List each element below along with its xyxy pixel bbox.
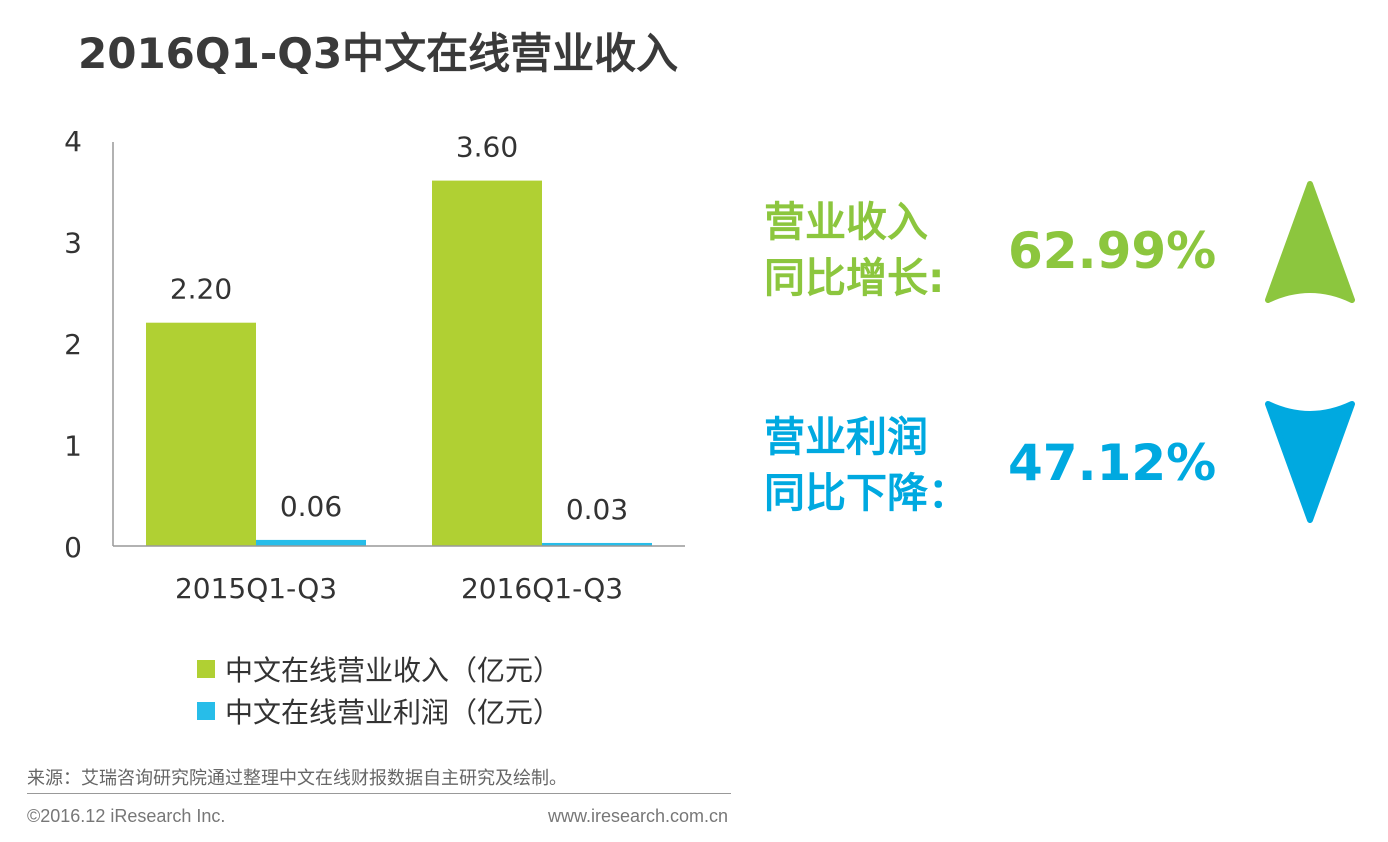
x-tick-label: 2016Q1-Q3: [461, 572, 623, 605]
legend-swatch-revenue: [197, 660, 215, 678]
up-arrow-icon: [1265, 181, 1355, 303]
y-tick-label: 4: [64, 125, 82, 158]
page-title: 2016Q1-Q3中文在线营业收入: [78, 29, 679, 78]
profit-label-line1: 营业利润: [764, 413, 928, 461]
footer-divider: [27, 793, 731, 794]
website-link[interactable]: www.iresearch.com.cn: [548, 806, 729, 826]
y-tick-label: 2: [64, 328, 82, 361]
revenue-growth-value: 62.99%: [1008, 222, 1217, 280]
y-tick-label: 0: [64, 531, 82, 564]
bar-profit: [542, 542, 652, 546]
profit-decline-label: 营业利润 同比下降：: [764, 409, 969, 521]
down-arrow-icon: [1265, 401, 1355, 523]
revenue-label-line1: 营业收入: [764, 198, 928, 246]
bar-profit: [256, 539, 366, 546]
bar-revenue: [432, 180, 542, 546]
legend-label-revenue: 中文在线营业收入（亿元）: [225, 654, 562, 687]
data-label-profit: 0.03: [566, 493, 628, 526]
data-label-revenue: 3.60: [456, 131, 518, 164]
data-label-revenue: 2.20: [170, 273, 232, 306]
y-tick-label: 3: [64, 227, 82, 260]
revenue-growth-label: 营业收入 同比增长:: [764, 194, 944, 306]
x-tick-label: 2015Q1-Q3: [175, 572, 337, 605]
source-note: 来源：艾瑞咨询研究院通过整理中文在线财报数据自主研究及绘制。: [27, 768, 567, 789]
y-tick-label: 1: [64, 430, 82, 463]
bar-chart: 0 1 2 3 4 2.20 0.06 2015Q1-Q3 3.60 0.03 2016Q1-Q3: [64, 125, 685, 605]
bar-revenue: [146, 322, 256, 546]
profit-label-line2: 同比下降：: [764, 469, 969, 517]
legend-item-profit: 中文在线营业利润（亿元）: [197, 690, 561, 732]
chart-legend: 中文在线营业收入（亿元） 中文在线营业利润（亿元）: [197, 648, 561, 732]
data-label-profit: 0.06: [280, 490, 342, 523]
copyright: ©2016.12 iResearch Inc.: [27, 806, 226, 826]
revenue-label-line2: 同比增长:: [764, 254, 945, 302]
legend-item-revenue: 中文在线营业收入（亿元）: [197, 648, 561, 690]
profit-decline-value: 47.12%: [1008, 434, 1217, 492]
legend-label-profit: 中文在线营业利润（亿元）: [225, 696, 562, 729]
legend-swatch-profit: [197, 702, 215, 720]
